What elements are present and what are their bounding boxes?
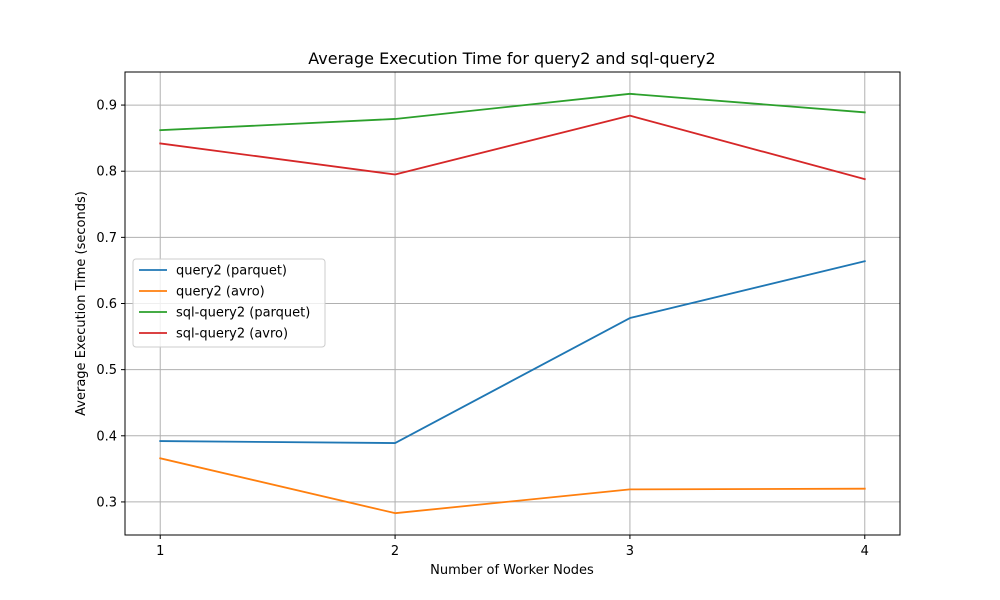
legend-label: sql-query2 (avro) <box>176 327 288 342</box>
y-tick-label: 0.3 <box>96 495 117 510</box>
y-tick-label: 0.4 <box>96 429 117 444</box>
chart-title: Average Execution Time for query2 and sq… <box>308 49 715 68</box>
axis-ticks: 1 2 3 4 0.3 0.4 0.5 0.6 0.7 0.8 0.9 <box>96 99 869 559</box>
series-line-1 <box>159 260 866 444</box>
x-tick-label: 4 <box>861 544 869 559</box>
y-axis-label: Average Execution Time (seconds) <box>74 191 89 416</box>
x-tick-label: 2 <box>391 544 399 559</box>
y-tick-label: 0.7 <box>96 231 117 246</box>
series-line-4 <box>159 114 866 181</box>
series-lines <box>159 92 866 515</box>
x-tick-label: 3 <box>626 544 634 559</box>
legend-label: query2 (parquet) <box>176 264 287 279</box>
legend-label: query2 (avro) <box>176 285 265 300</box>
y-tick-label: 0.5 <box>96 363 117 378</box>
legend-box <box>132 258 326 348</box>
y-tick-label: 0.8 <box>96 165 117 180</box>
x-axis-label: Number of Worker Nodes <box>430 563 594 578</box>
legend: query2 (parquet) query2 (avro) sql-query2 … <box>132 258 326 348</box>
series-line-3 <box>159 92 866 132</box>
legend-label: sql-query2 (parquet) <box>176 306 310 321</box>
y-tick-label: 0.9 <box>96 99 117 114</box>
legend-items: query2 (parquet) query2 (avro) sql-query2 … <box>139 264 310 342</box>
series-line-2 <box>159 457 866 515</box>
y-tick-label: 0.6 <box>96 297 117 312</box>
x-tick-label: 1 <box>156 544 164 559</box>
